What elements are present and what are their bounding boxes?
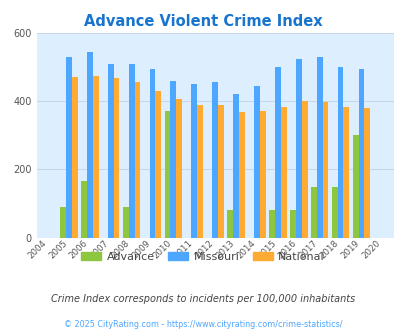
- Bar: [331, 187, 337, 238]
- Bar: [60, 207, 66, 238]
- Bar: [170, 81, 176, 238]
- Bar: [274, 67, 280, 238]
- Bar: [269, 210, 274, 238]
- Bar: [107, 64, 113, 238]
- Text: Advance Violent Crime Index: Advance Violent Crime Index: [83, 14, 322, 29]
- Bar: [322, 102, 328, 238]
- Bar: [316, 57, 322, 238]
- Bar: [232, 94, 239, 238]
- Bar: [123, 207, 128, 238]
- Bar: [295, 59, 301, 238]
- Bar: [352, 135, 358, 238]
- Bar: [92, 76, 98, 238]
- Bar: [363, 108, 369, 238]
- Bar: [343, 107, 348, 238]
- Bar: [176, 99, 182, 238]
- Bar: [301, 101, 307, 238]
- Bar: [66, 57, 72, 238]
- Bar: [134, 82, 140, 238]
- Bar: [217, 105, 224, 238]
- Bar: [280, 107, 286, 238]
- Bar: [227, 210, 232, 238]
- Bar: [289, 210, 295, 238]
- Bar: [155, 91, 161, 238]
- Bar: [149, 69, 155, 238]
- Bar: [358, 69, 363, 238]
- Text: © 2025 CityRating.com - https://www.cityrating.com/crime-statistics/: © 2025 CityRating.com - https://www.city…: [64, 319, 341, 329]
- Bar: [164, 112, 170, 238]
- Bar: [191, 84, 197, 238]
- Bar: [212, 82, 217, 238]
- Bar: [197, 105, 202, 238]
- Bar: [239, 112, 244, 238]
- Text: Crime Index corresponds to incidents per 100,000 inhabitants: Crime Index corresponds to incidents per…: [51, 294, 354, 304]
- Bar: [259, 111, 265, 238]
- Legend: Advance, Missouri, National: Advance, Missouri, National: [77, 248, 328, 267]
- Bar: [254, 86, 259, 238]
- Bar: [87, 52, 92, 238]
- Bar: [128, 64, 134, 238]
- Bar: [81, 181, 87, 238]
- Bar: [72, 77, 77, 238]
- Bar: [310, 187, 316, 238]
- Bar: [337, 67, 343, 238]
- Bar: [113, 78, 119, 238]
